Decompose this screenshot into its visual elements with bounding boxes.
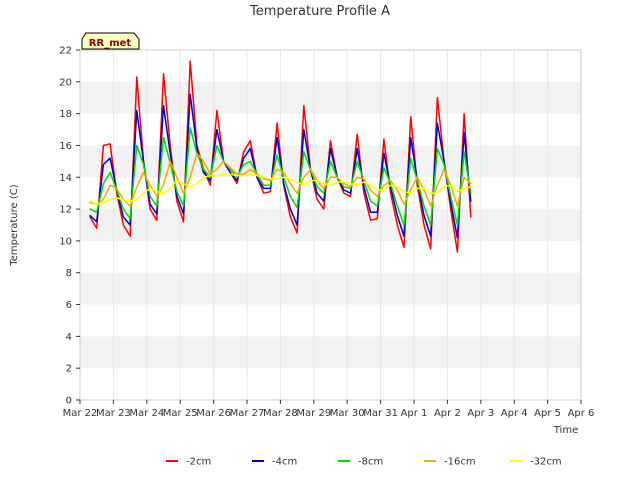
y-tick-label: 4 <box>66 332 72 343</box>
x-tick-label: Mar 24 <box>129 408 164 419</box>
y-tick-label: 20 <box>59 77 72 88</box>
x-tick-label: Mar 27 <box>230 408 265 419</box>
badge-shape <box>81 32 140 50</box>
y-axis-label: Temperature (C) <box>9 184 20 266</box>
legend-label: -2cm <box>186 457 211 468</box>
background-bands <box>80 50 581 400</box>
y-tick-label: 2 <box>66 364 72 375</box>
series-line-8cm <box>89 127 472 226</box>
y-tick-label: 22 <box>59 46 72 57</box>
y-tick-label: 12 <box>59 205 72 216</box>
y-band <box>80 209 581 241</box>
y-band <box>80 304 581 337</box>
y-band <box>80 336 581 369</box>
y-tick-label: 10 <box>59 236 72 247</box>
x-axis-label: Time <box>553 425 578 436</box>
y-band <box>80 50 581 82</box>
y-tick-label: 6 <box>66 300 72 311</box>
legend-label: -16cm <box>444 457 476 468</box>
y-tick-label: 0 <box>66 396 72 407</box>
y-band <box>80 240 581 273</box>
series-line-32cm <box>89 173 472 206</box>
legend-label: -32cm <box>530 457 562 468</box>
x-tick-label: Apr 2 <box>434 408 461 419</box>
x-tick-label: Mar 25 <box>163 408 198 419</box>
x-tick-label: Apr 5 <box>534 408 561 419</box>
y-tick-label: 14 <box>59 173 72 184</box>
x-tick-label: Mar 28 <box>263 408 298 419</box>
x-tick-label: Mar 30 <box>330 408 365 419</box>
series-lines <box>89 60 472 253</box>
y-tick-label: 18 <box>59 109 72 120</box>
x-tick-label: Mar 22 <box>63 408 98 419</box>
y-axis-ticks: 0 2 4 6 8 10 12 14 16 18 20 22 <box>59 46 80 407</box>
x-tick-label: Mar 26 <box>196 408 231 419</box>
badge-label: RR_met <box>89 38 132 49</box>
x-tick-label: Mar 31 <box>363 408 398 419</box>
x-tick-label: Apr 1 <box>401 408 428 419</box>
chart-title: Temperature Profile A <box>249 4 390 19</box>
rr-met-badge: RR_met <box>81 32 140 50</box>
y-band <box>80 81 581 114</box>
y-tick-label: 16 <box>59 141 72 152</box>
plot-frame <box>79 49 582 401</box>
legend-label: -8cm <box>358 457 383 468</box>
legend: -2cm -4cm -8cm -16cm -32cm <box>166 457 562 468</box>
x-tick-label: Mar 29 <box>296 408 331 419</box>
x-tick-label: Apr 6 <box>568 408 595 419</box>
x-tick-label: Mar 23 <box>96 408 131 419</box>
legend-label: -4cm <box>272 457 297 468</box>
y-band <box>80 368 581 400</box>
x-tick-label: Apr 4 <box>501 408 528 419</box>
x-tick-label: Apr 3 <box>467 408 494 419</box>
y-band <box>80 272 581 305</box>
y-tick-label: 8 <box>66 268 72 279</box>
